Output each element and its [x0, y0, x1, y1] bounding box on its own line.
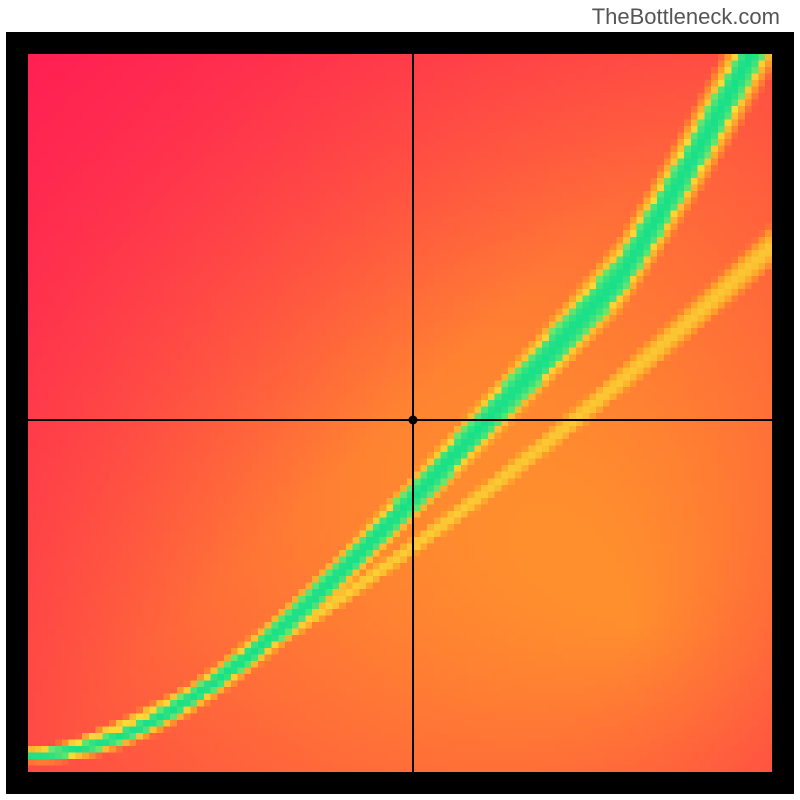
crosshair-horizontal: [28, 419, 772, 421]
crosshair-vertical: [412, 54, 414, 772]
bottleneck-heatmap: [28, 54, 772, 772]
attribution-text: TheBottleneck.com: [592, 4, 780, 30]
crosshair-dot: [408, 416, 417, 425]
